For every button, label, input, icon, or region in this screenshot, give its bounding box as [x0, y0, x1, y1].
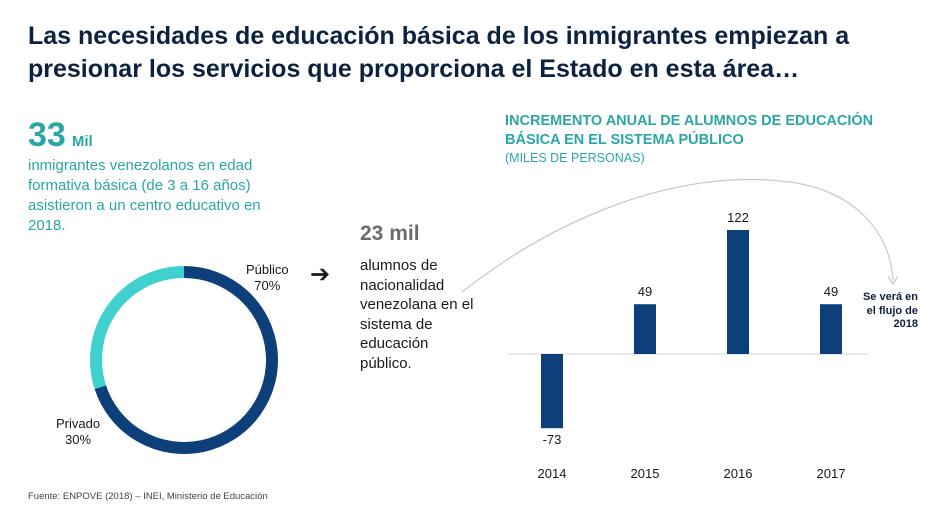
- donut-label-publico-value: 70%: [254, 278, 281, 293]
- immigrant-description: inmigrantes venezolanos en edad formativ…: [28, 157, 261, 234]
- donut-label-privado-value: 30%: [65, 432, 92, 447]
- donut-label-privado: Privado 30%: [56, 416, 100, 448]
- data-label-2015: 49: [638, 284, 652, 299]
- bar-2017: [820, 304, 842, 354]
- source-footnote: Fuente: ENPOVE (2018) – INEI, Ministerio…: [28, 491, 268, 502]
- donut-chart: [90, 266, 278, 454]
- x-tick-2015: 2015: [631, 466, 660, 481]
- immigrant-count-unit: Mil: [71, 133, 93, 150]
- donut-segment-privado: [90, 266, 185, 390]
- chart-subtitle: (MILES DE PERSONAS): [505, 151, 645, 165]
- x-tick-2017: 2017: [817, 466, 846, 481]
- bar-2015: [634, 304, 656, 354]
- donut-segment-publico: [94, 266, 278, 454]
- chart-title: INCREMENTO ANUAL DE ALUMNOS DE EDUCACIÓN…: [505, 113, 874, 148]
- bar-chart: -73 2014 49 2015 122 2016 49 2017: [508, 210, 868, 481]
- arrow-right-icon: ➔: [310, 261, 331, 288]
- donut-label-privado-name: Privado: [56, 416, 101, 431]
- bar-2016: [727, 230, 749, 354]
- x-tick-2016: 2016: [724, 466, 753, 481]
- immigrant-count-number: 33: [28, 116, 66, 154]
- donut-label-publico-name: Público: [246, 262, 289, 277]
- donut-label-publico: Público 70%: [246, 262, 289, 294]
- x-tick-2014: 2014: [538, 466, 567, 481]
- immigrant-count: 33 Mil: [28, 116, 93, 155]
- connector-arrowhead-icon: [887, 275, 899, 286]
- data-label-2014: -73: [543, 432, 562, 447]
- public-students-number: 23 mil: [360, 222, 420, 245]
- data-label-2016: 122: [727, 210, 749, 225]
- page-title: Las necesidades de educación básica de l…: [28, 22, 850, 83]
- public-students-description: alumnos de nacionalidad venezolana en el…: [360, 257, 474, 372]
- data-label-2017: 49: [824, 284, 838, 299]
- bar-2014: [541, 354, 563, 429]
- curved-connector: [461, 178, 894, 293]
- flow-note: Se verá en el flujo de 2018: [862, 291, 918, 330]
